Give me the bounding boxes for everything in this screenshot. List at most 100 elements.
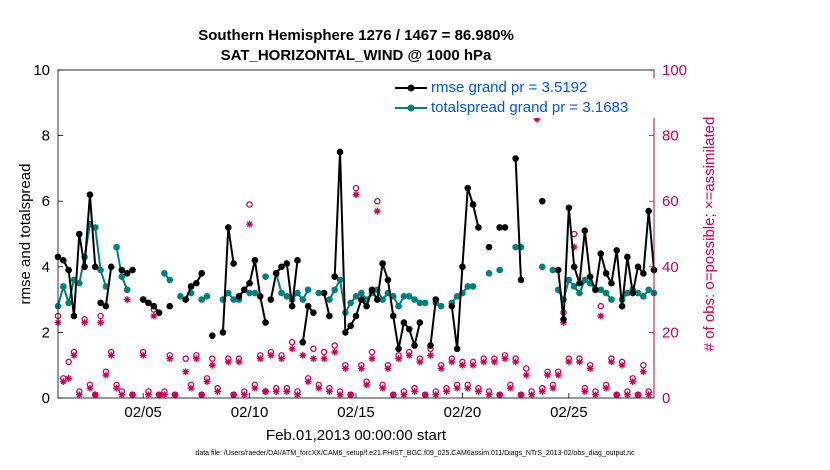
totalspread-point	[464, 283, 472, 290]
rmse-point	[224, 224, 232, 231]
possible-obs-marker	[374, 197, 381, 205]
rmse-point	[193, 279, 200, 287]
y2-axis-label: # of obs: o=possible; ×=assimilated	[701, 117, 718, 352]
assimilated-obs-marker	[432, 391, 440, 399]
assimilated-obs-marker	[70, 351, 78, 359]
assimilated-obs-marker	[288, 345, 296, 353]
totalspread-point	[60, 283, 67, 290]
assimilated-obs-marker	[437, 365, 445, 372]
possible-obs-marker	[597, 302, 605, 310]
assimilated-obs-marker	[517, 391, 525, 399]
assimilated-obs-marker	[246, 220, 253, 228]
rmse-point	[81, 263, 88, 271]
rmse-point	[65, 266, 72, 274]
totalspread-point	[358, 289, 365, 297]
totalspread-point	[395, 302, 402, 310]
rmse-point	[560, 315, 567, 323]
totalspread-point	[315, 289, 323, 297]
assimilated-obs-marker	[570, 243, 578, 251]
possible-obs-marker	[65, 358, 72, 366]
totalspread-point	[65, 299, 72, 307]
assimilated-obs-marker	[224, 358, 232, 366]
assimilated-obs-marker	[363, 381, 371, 389]
totalspread-point	[400, 293, 408, 300]
assimilated-obs-marker	[459, 361, 466, 369]
y-tick-label: 6	[42, 193, 50, 210]
x-tick-label: 02/25	[550, 404, 588, 421]
assimilated-obs-marker	[294, 391, 301, 399]
rmse-point	[155, 309, 163, 317]
y2-tick-label: 100	[662, 62, 687, 79]
rmse-point	[512, 155, 519, 162]
totalspread-point	[469, 283, 477, 290]
assimilated-obs-marker	[416, 358, 424, 366]
assimilated-obs-marker	[145, 391, 152, 399]
assimilated-obs-marker	[411, 388, 418, 395]
assimilated-obs-marker	[389, 391, 397, 399]
assimilated-obs-marker	[597, 312, 605, 320]
totalspread-point	[437, 302, 445, 310]
totalspread-point	[97, 266, 104, 274]
rmse-point	[342, 329, 349, 336]
assimilated-obs-marker	[629, 378, 637, 385]
rmse-line	[57, 194, 97, 317]
rmse-line	[429, 299, 437, 346]
possible-obs-marker	[640, 361, 647, 369]
rmse-point	[326, 312, 333, 320]
totalspread-point	[203, 293, 211, 300]
possible-obs-marker	[246, 201, 253, 208]
assimilated-obs-marker	[501, 355, 509, 363]
y2-tick-label: 20	[662, 324, 679, 341]
assimilated-obs-marker	[528, 391, 536, 399]
assimilated-obs-marker	[208, 361, 216, 369]
assimilated-obs-marker	[485, 391, 493, 399]
y2-tick-label: 40	[662, 259, 679, 276]
totalspread-point	[608, 296, 615, 303]
rmse-point	[586, 273, 594, 280]
rmse-point	[613, 247, 621, 254]
totalspread-point	[597, 286, 605, 294]
rmse-point	[602, 270, 610, 277]
legend-rmse-label: rmse grand pr = 3.5192	[431, 79, 588, 96]
totalspread-point	[246, 289, 253, 297]
assimilated-obs-marker	[192, 355, 200, 363]
rmse-point	[123, 270, 131, 277]
x-tick-label: 02/20	[444, 404, 482, 421]
assimilated-obs-marker	[283, 388, 291, 395]
totalspread-point	[166, 276, 174, 284]
rmse-point	[368, 286, 376, 294]
assimilated-obs-marker	[357, 365, 365, 372]
rmse-point	[235, 293, 243, 300]
assimilated-obs-marker	[278, 355, 285, 363]
assimilated-obs-marker	[166, 355, 174, 363]
assimilated-obs-marker	[240, 391, 248, 399]
rmse-point	[570, 263, 578, 271]
rmse-point	[107, 263, 115, 271]
assimilated-obs-marker	[512, 358, 520, 366]
rmse-point	[384, 276, 392, 284]
rmse-point	[554, 266, 562, 274]
rmse-point	[118, 266, 126, 274]
assimilated-obs-marker	[262, 388, 269, 395]
assimilated-obs-marker	[118, 391, 126, 399]
totalspread-point	[278, 289, 285, 297]
rmse-point	[240, 286, 248, 294]
assimilated-obs-marker	[325, 388, 333, 395]
assimilated-obs-marker	[267, 351, 275, 359]
assimilated-obs-marker	[544, 371, 551, 379]
rmse-point	[129, 266, 136, 274]
rmse-point	[267, 296, 275, 303]
y2-tick-label: 0	[662, 390, 670, 407]
assimilated-obs-marker	[123, 296, 131, 303]
assimilated-obs-marker	[102, 371, 110, 379]
totalspread-point	[379, 296, 386, 303]
assimilated-obs-marker	[251, 384, 259, 392]
assimilated-obs-marker	[490, 358, 498, 366]
y-tick-label: 0	[42, 390, 50, 407]
totalspread-point	[640, 293, 647, 300]
y-tick-label: 8	[42, 128, 50, 145]
assimilated-obs-marker	[384, 365, 392, 372]
assimilated-obs-marker	[129, 391, 136, 399]
assimilated-obs-marker	[395, 355, 402, 363]
